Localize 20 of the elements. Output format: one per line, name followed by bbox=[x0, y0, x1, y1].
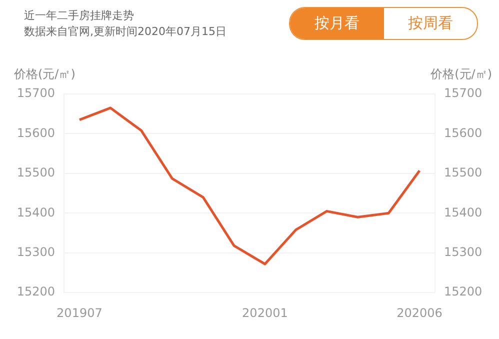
y2-tick-label: 15500 bbox=[444, 166, 482, 180]
x-tick-label: 202006 bbox=[396, 306, 442, 320]
x-tick-label: 202001 bbox=[242, 306, 288, 320]
y-tick-label: 15200 bbox=[16, 284, 55, 299]
y2-tick-label: 15700 bbox=[444, 86, 482, 100]
x-tick-label: 201907 bbox=[56, 306, 102, 320]
y2-axis-title: 价格(元/㎡) bbox=[430, 67, 492, 82]
y2-tick-label: 15300 bbox=[444, 245, 482, 260]
y2-tick-label: 15200 bbox=[444, 284, 482, 299]
y-axis-title: 价格(元/㎡) bbox=[13, 67, 76, 82]
y2-tick-label: 15600 bbox=[444, 126, 482, 140]
view-toggle: 按月看 按周看 bbox=[289, 7, 478, 40]
y-tick-label: 15500 bbox=[16, 166, 55, 180]
y-tick-label: 15700 bbox=[16, 86, 55, 100]
chart-title: 近一年二手房挂牌走势 bbox=[24, 8, 135, 24]
y-tick-label: 15600 bbox=[16, 126, 55, 140]
chart-subtitle: 数据来自官网,更新时间2020年07月15日 bbox=[24, 24, 226, 40]
y2-tick-label: 15400 bbox=[444, 205, 482, 220]
y-tick-label: 15400 bbox=[16, 205, 55, 220]
y-tick-label: 15300 bbox=[16, 245, 55, 260]
